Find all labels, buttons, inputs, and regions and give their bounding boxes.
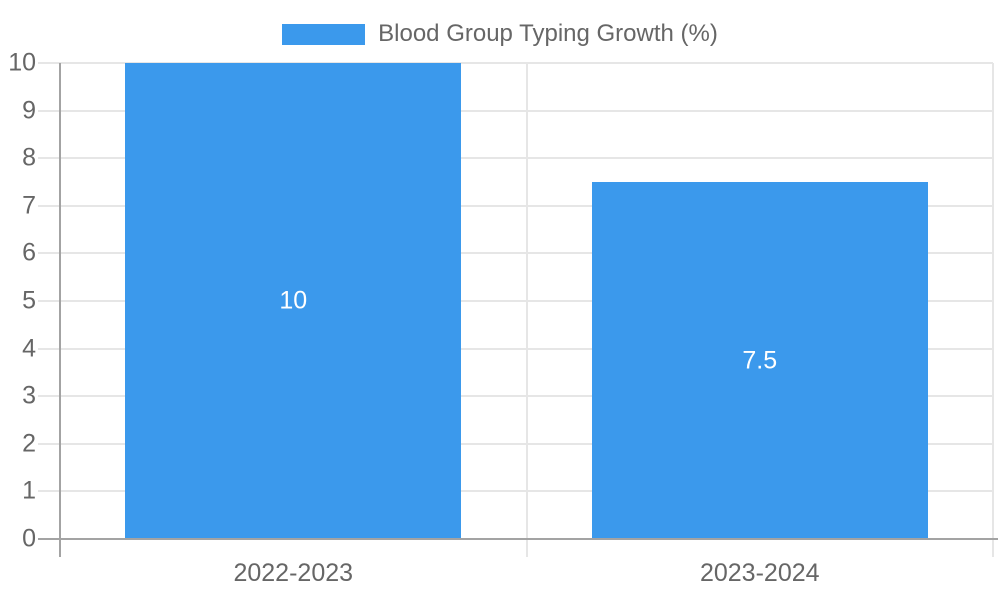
legend-label: Blood Group Typing Growth (%) — [378, 20, 718, 47]
y-axis-tick-label: 4 — [22, 334, 36, 363]
plot-area: 10 7.5 0 1 2 3 4 5 6 7 8 9 10 2022-2023 2023-2024 — [8, 50, 998, 586]
gridline-y — [38, 62, 993, 64]
legend-swatch — [282, 23, 366, 45]
bar[interactable] — [125, 63, 462, 539]
legend-item[interactable]: Blood Group Typing Growth (%) — [282, 20, 718, 48]
gridline-y — [38, 157, 993, 160]
y-axis-tick-label: 0 — [22, 524, 36, 553]
gridline-y — [38, 490, 993, 493]
x-axis-tick-label: 2022-2023 — [233, 559, 354, 587]
gridline-y — [38, 347, 993, 350]
gridline-y — [38, 109, 993, 112]
x-axis-line — [38, 538, 998, 540]
y-axis-tick-label: 2 — [22, 429, 36, 458]
y-axis-tick-label: 5 — [22, 286, 36, 315]
chart-legend: Blood Group Typing Growth (%) — [0, 20, 1000, 48]
y-axis-tick-label: 9 — [22, 96, 36, 125]
y-axis-tick-label: 6 — [22, 238, 36, 267]
y-axis-line — [59, 63, 61, 557]
gridline-x — [992, 63, 994, 557]
gridline-y — [38, 395, 993, 398]
gridline-y — [38, 442, 993, 445]
bar[interactable] — [591, 182, 928, 539]
y-axis-tick-label: 1 — [22, 476, 36, 505]
y-axis-tick-label: 3 — [22, 381, 36, 410]
gridline-y — [38, 252, 993, 255]
gridline-y — [38, 204, 993, 207]
y-axis-tick-label: 8 — [22, 143, 36, 172]
y-axis-tick-label: 10 — [8, 48, 36, 77]
gridline-y — [38, 300, 993, 302]
x-axis-tick-label: 2023-2024 — [699, 559, 820, 587]
y-axis-tick-label: 7 — [22, 191, 36, 220]
gridline-x — [526, 63, 528, 557]
